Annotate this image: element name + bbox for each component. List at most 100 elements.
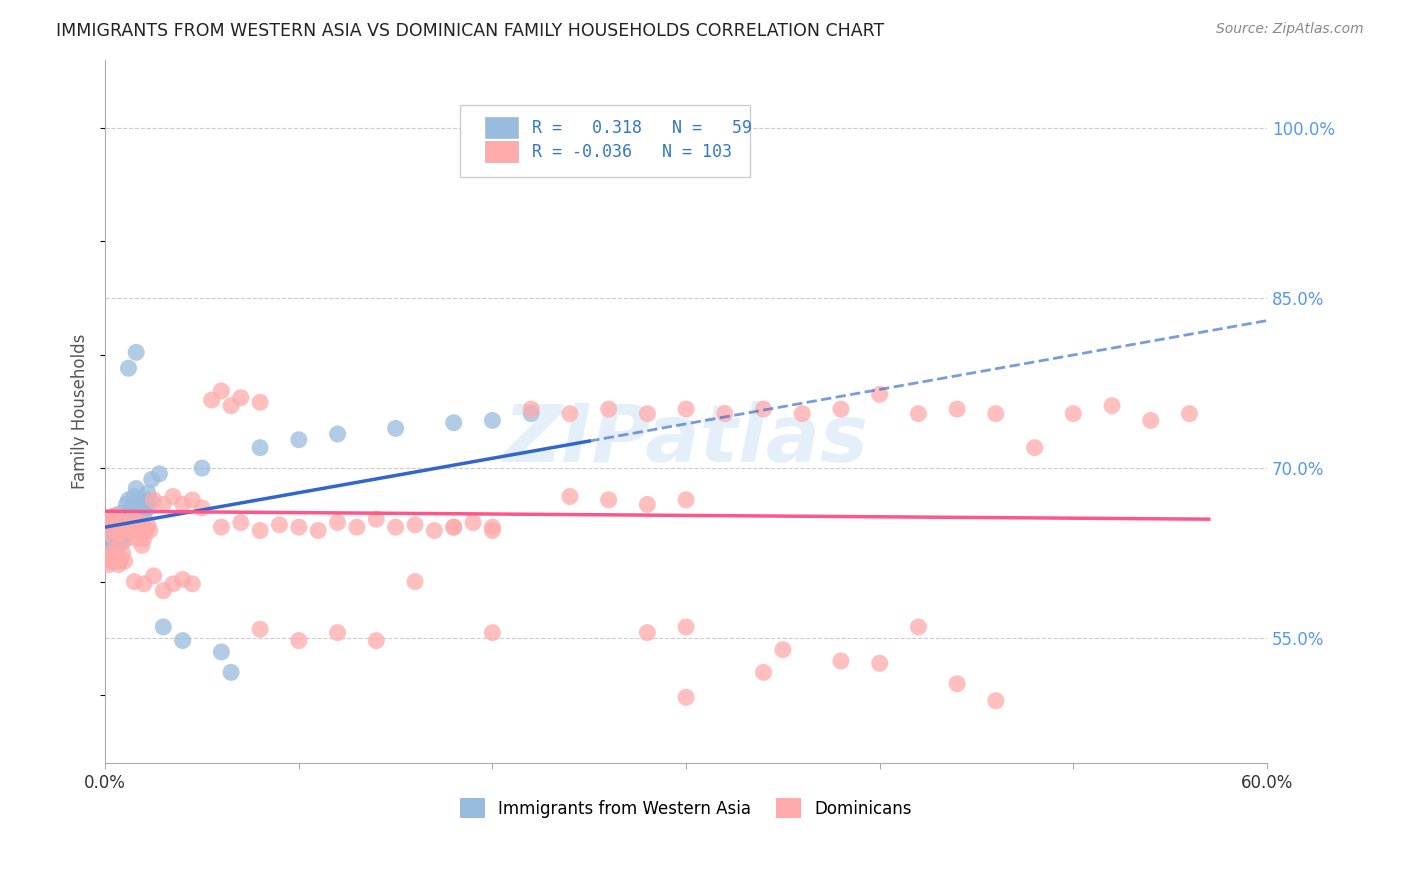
Point (201, 392, 224, 407)
Point (101, 542, 124, 557)
Point (384, 421, 406, 435)
Point (946, 402, 969, 417)
Point (172, 497, 194, 511)
Point (946, 676, 969, 690)
Point (675, 690, 697, 705)
Point (110, 520, 132, 534)
Point (481, 524, 503, 538)
Point (101, 529, 124, 543)
FancyBboxPatch shape (485, 117, 517, 138)
Text: R = -0.036   N = 103: R = -0.036 N = 103 (531, 143, 731, 161)
Point (111, 529, 134, 543)
Point (136, 517, 159, 532)
Point (135, 524, 157, 538)
Point (141, 472, 163, 486)
Point (229, 516, 252, 530)
Point (326, 516, 349, 530)
Point (209, 520, 232, 534)
Point (135, 497, 157, 511)
Point (636, 407, 658, 421)
Point (598, 492, 620, 507)
Point (111, 516, 134, 530)
Point (127, 520, 149, 534)
Point (219, 665, 242, 680)
Point (131, 538, 153, 552)
Point (558, 490, 581, 504)
Point (121, 512, 143, 526)
Point (636, 497, 658, 511)
Point (209, 645, 232, 659)
Point (125, 532, 148, 546)
Point (114, 527, 136, 541)
Point (481, 413, 503, 427)
Point (520, 402, 543, 417)
Point (132, 508, 155, 523)
Point (100, 516, 122, 530)
Point (104, 508, 127, 523)
Point (307, 524, 329, 538)
Point (132, 577, 155, 591)
Point (752, 665, 775, 680)
Point (162, 490, 184, 504)
Point (96, 552, 118, 566)
Point (129, 516, 152, 530)
Point (481, 520, 503, 534)
Point (125, 482, 148, 496)
Point (98, 558, 121, 572)
Point (136, 500, 159, 515)
Point (117, 492, 139, 507)
Point (636, 625, 658, 640)
Point (288, 433, 311, 447)
Point (142, 569, 165, 583)
Point (249, 395, 271, 409)
Point (907, 407, 929, 421)
Point (152, 497, 174, 511)
Point (114, 512, 136, 526)
Point (148, 467, 170, 481)
Point (558, 407, 581, 421)
Point (125, 507, 148, 521)
Text: R =   0.318   N =   59: R = 0.318 N = 59 (531, 119, 752, 136)
Point (107, 520, 129, 534)
Point (443, 520, 465, 534)
Point (98, 546, 121, 560)
Point (98, 520, 121, 534)
Point (713, 407, 735, 421)
Point (219, 399, 242, 413)
FancyBboxPatch shape (485, 141, 517, 162)
Point (105, 512, 128, 526)
Point (907, 620, 929, 634)
Point (115, 532, 138, 546)
Point (1178, 407, 1201, 421)
FancyBboxPatch shape (460, 105, 749, 178)
Point (98, 532, 121, 546)
Point (1024, 441, 1046, 455)
Point (481, 625, 503, 640)
Point (132, 532, 155, 546)
Point (110, 529, 132, 543)
Point (752, 402, 775, 417)
Point (110, 552, 132, 566)
Text: IMMIGRANTS FROM WESTERN ASIA VS DOMINICAN FAMILY HOUSEHOLDS CORRELATION CHART: IMMIGRANTS FROM WESTERN ASIA VS DOMINICA… (56, 22, 884, 40)
Point (139, 524, 162, 538)
Point (111, 546, 134, 560)
Text: ZIPatlas: ZIPatlas (503, 401, 869, 478)
Point (110, 507, 132, 521)
Point (366, 512, 388, 526)
Point (675, 620, 697, 634)
Point (117, 520, 139, 534)
Point (869, 657, 891, 671)
Point (105, 541, 128, 555)
Point (115, 497, 138, 511)
Point (122, 574, 145, 589)
Point (1062, 407, 1084, 421)
Point (100, 554, 122, 568)
Point (830, 402, 852, 417)
Text: Source: ZipAtlas.com: Source: ZipAtlas.com (1216, 22, 1364, 37)
Point (142, 492, 165, 507)
Point (152, 583, 174, 598)
Point (598, 402, 620, 417)
Point (122, 490, 145, 504)
Point (366, 633, 388, 648)
Point (181, 492, 204, 507)
